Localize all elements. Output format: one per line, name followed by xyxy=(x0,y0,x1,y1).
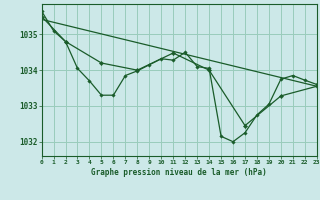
X-axis label: Graphe pression niveau de la mer (hPa): Graphe pression niveau de la mer (hPa) xyxy=(91,168,267,177)
